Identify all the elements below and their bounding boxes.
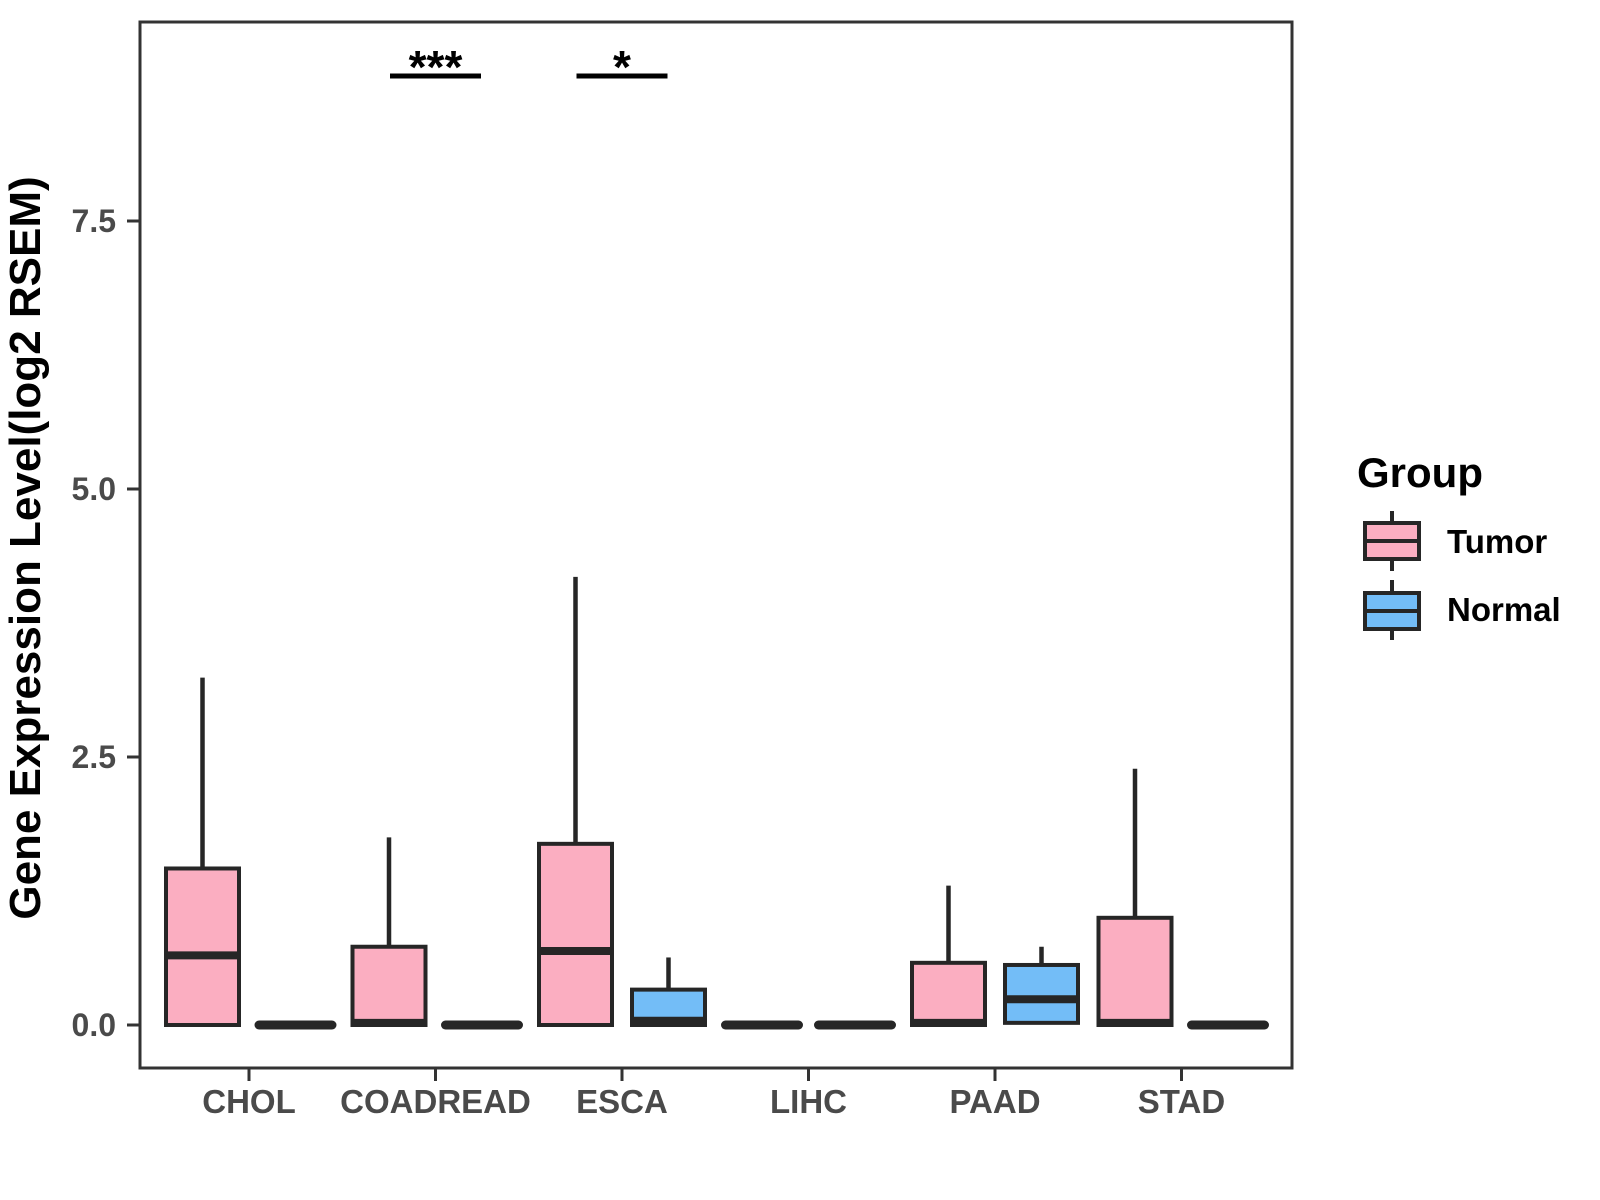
legend-normal-label: Normal bbox=[1447, 591, 1561, 628]
x-tick-label: COADREAD bbox=[340, 1083, 531, 1120]
box-stad-tumor bbox=[1096, 915, 1174, 1027]
x-tick-label: CHOL bbox=[202, 1083, 296, 1120]
box-chol-tumor bbox=[164, 866, 241, 1027]
box-coadread-tumor bbox=[350, 944, 428, 1028]
plot-panel-border bbox=[138, 20, 1294, 1070]
y-tick-label: 5.0 bbox=[72, 471, 116, 507]
plot-layer: 0.0 2.5 5.0 7.5 CHOL COADREAD ESCA LIHC PAAD STAD… bbox=[72, 41, 1269, 1120]
x-tick-label: STAD bbox=[1138, 1083, 1225, 1120]
y-axis-title: Gene Expression Level(log2 RSEM) bbox=[1, 176, 50, 919]
box-paad-tumor bbox=[910, 960, 987, 1027]
x-tick-label: LIHC bbox=[770, 1083, 847, 1120]
x-tick-label: PAAD bbox=[949, 1083, 1040, 1120]
box-esca-tumor bbox=[537, 841, 614, 1027]
y-tick-label: 7.5 bbox=[72, 203, 116, 239]
y-tick-label: 0.0 bbox=[72, 1007, 116, 1043]
legend: Group Tumor Normal bbox=[1357, 449, 1561, 640]
legend-item-tumor: Tumor bbox=[1363, 511, 1547, 571]
box-paad-normal bbox=[1003, 962, 1080, 1025]
significance-stars-coadread: *** bbox=[409, 41, 463, 93]
legend-title: Group bbox=[1357, 449, 1483, 496]
legend-item-normal: Normal bbox=[1363, 580, 1561, 640]
x-tick-label: ESCA bbox=[576, 1083, 668, 1120]
significance-stars-esca: * bbox=[613, 41, 631, 93]
y-tick-label: 2.5 bbox=[72, 739, 116, 775]
legend-tumor-label: Tumor bbox=[1447, 523, 1547, 560]
